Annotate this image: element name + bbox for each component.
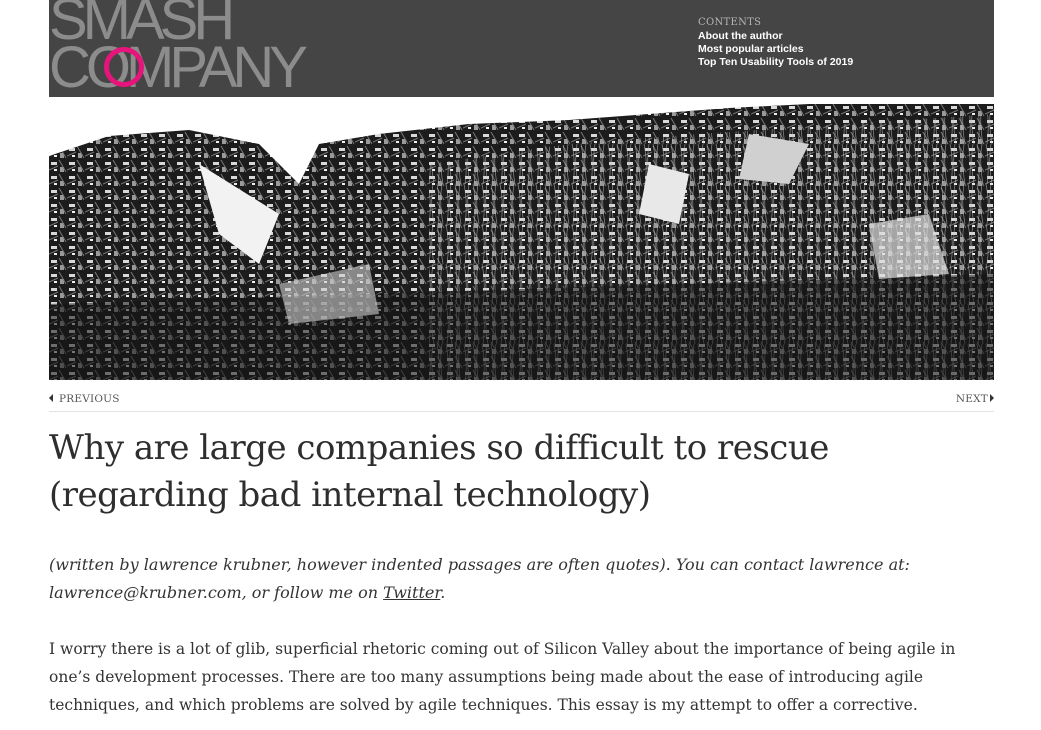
link-usability-tools[interactable]: Top Ten Usability Tools of 2019	[698, 56, 854, 68]
next-link[interactable]: NEXT	[956, 393, 994, 405]
chevron-right-icon	[990, 394, 994, 402]
previous-link[interactable]: PREVIOUS	[49, 393, 120, 405]
site-logo[interactable]: SMASH COMPANY	[49, 0, 379, 97]
logo-ring-icon	[104, 47, 144, 87]
contents-menu: CONTENTS About the author Most popular a…	[698, 17, 853, 69]
logo-line-company: COMPANY	[49, 35, 308, 97]
logo-line-smash: SMASH	[49, 0, 235, 52]
hero-image	[49, 104, 994, 380]
link-about-author[interactable]: About the author	[698, 30, 783, 42]
article-title: Why are large companies so difficult to …	[49, 428, 829, 515]
link-popular-articles[interactable]: Most popular articles	[698, 43, 804, 55]
masthead: SMASH COMPANY CONTENTS About the author …	[49, 0, 994, 97]
article-paragraph: I worry there is a lot of glib, superfic…	[49, 640, 956, 714]
previous-label: PREVIOUS	[59, 393, 120, 405]
rubble-photo	[49, 104, 994, 380]
article-byline: (written by lawrence krubner, however in…	[49, 551, 949, 607]
twitter-link[interactable]: Twitter	[383, 583, 441, 602]
page-wrapper: SMASH COMPANY CONTENTS About the author …	[49, 0, 994, 714]
contents-label: CONTENTS	[698, 17, 762, 28]
next-label: NEXT	[955, 393, 988, 405]
post-pager: PREVIOUS NEXT	[49, 392, 994, 412]
chevron-left-icon	[49, 394, 53, 402]
byline-end: .	[440, 583, 446, 602]
byline-text: (written by lawrence krubner, however in…	[49, 555, 910, 602]
